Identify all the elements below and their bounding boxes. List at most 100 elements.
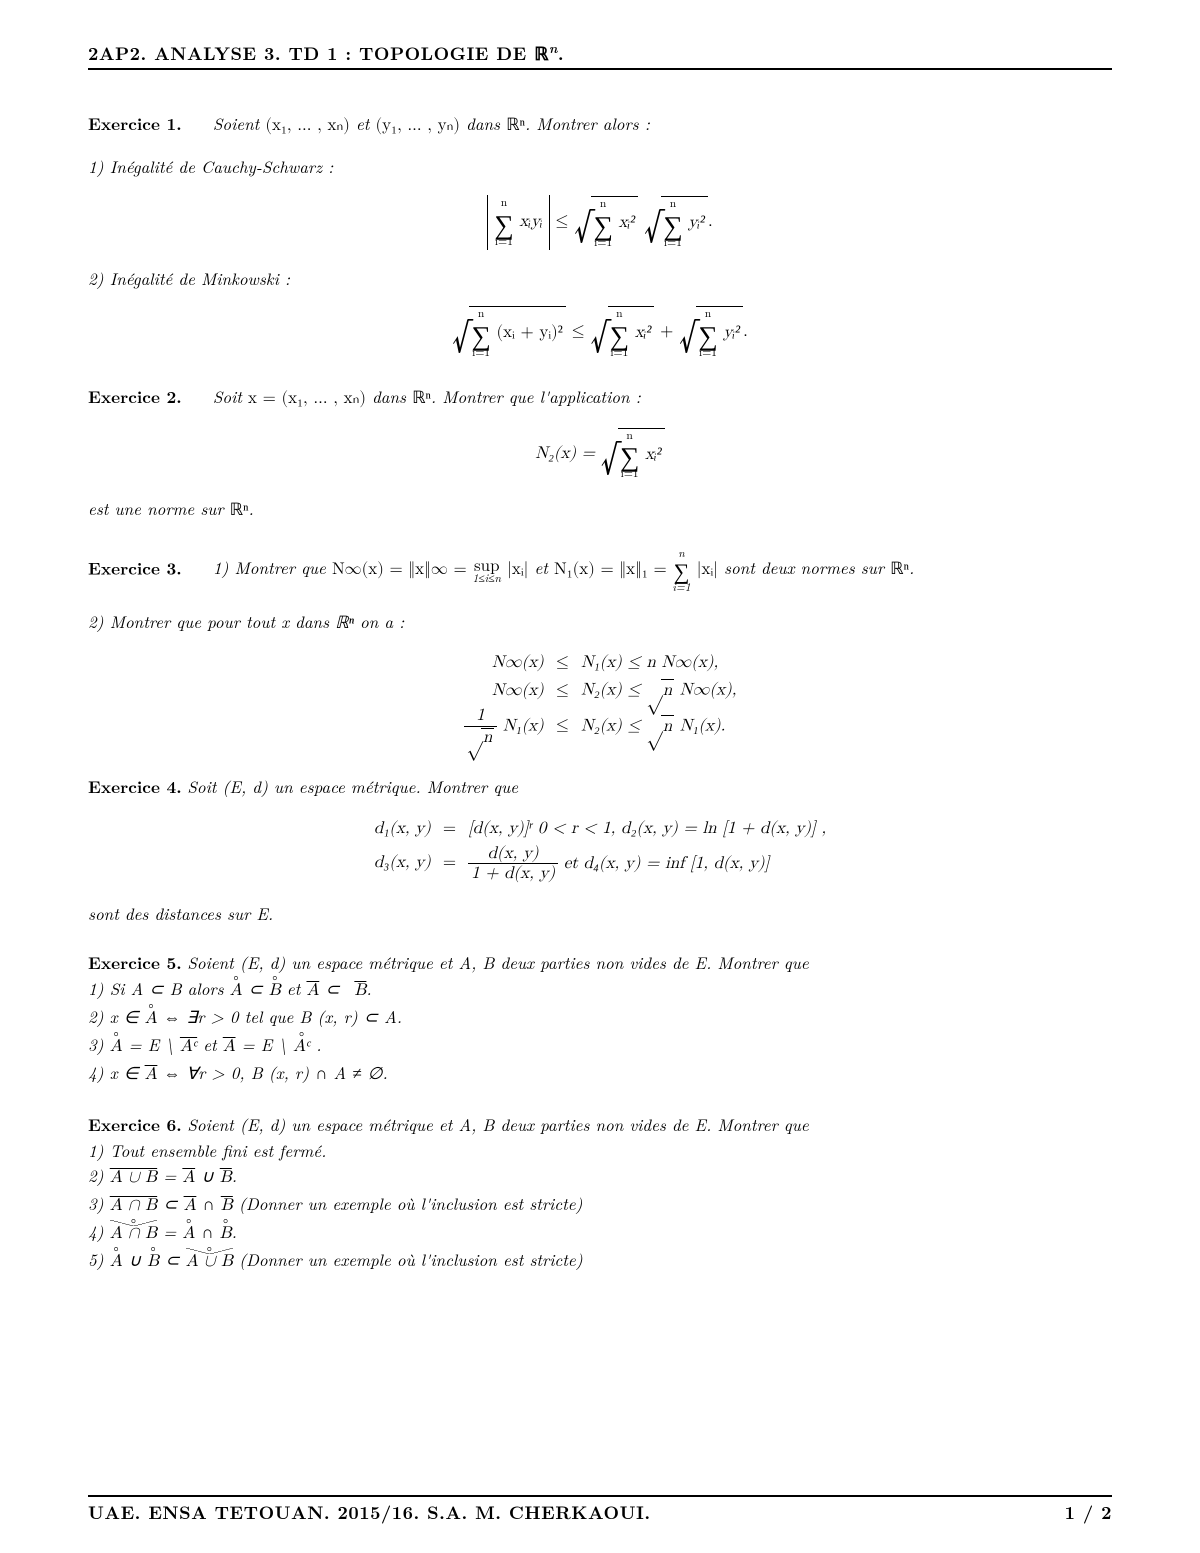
ex5-2ringA: A: [145, 1008, 158, 1031]
ex3-r3den: n: [481, 728, 494, 747]
ex4-d1l: d₁(x, y): [368, 816, 437, 843]
ex6-2A: A: [182, 1169, 195, 1186]
ex6-intro: Soient (E, d) un espace métrique et A, B…: [187, 1112, 808, 1136]
exercice-4: Exercice 4. Soit (E, d) un espace métriq…: [88, 775, 1112, 926]
ex2-lower: i=1: [620, 468, 639, 480]
ex5-3barA: A: [223, 1038, 236, 1055]
ex2-outro: est une norme sur: [88, 496, 230, 520]
ex5-intro: Soient (E, d) un espace métrique et A, B…: [187, 950, 808, 974]
ex3-dot1: .: [909, 555, 914, 579]
ex2-dot: .: [249, 496, 254, 520]
ex3-r2rb: N∞(x),: [674, 682, 736, 699]
ex3-N1: N₁(x) = ‖x‖₁ =: [554, 561, 672, 578]
ex3-1a: 1) Montrer que: [213, 555, 332, 579]
ex6-3sub: ⊂: [157, 1191, 183, 1215]
ex5-3ringAc: Aᶜ: [293, 1036, 310, 1059]
ex1-eq1-lower3: i=1: [663, 237, 682, 249]
ex3-r1c: ≤: [550, 650, 575, 677]
footer-left: UAE. ENSA TETOUAN. 2015/16. S.A. M. CHER…: [88, 1501, 651, 1525]
ex3-r1r: N₁(x) ≤ n N∞(x),: [575, 650, 742, 677]
ex4-d3den: 1 + d(x, y): [468, 864, 558, 883]
ex3-and: et: [528, 555, 554, 579]
ex1-eq2-lower3: i=1: [698, 347, 717, 359]
footer-page: 1 / 2: [1065, 1501, 1112, 1525]
ex4-outro: sont des distances sur E.: [88, 902, 1112, 925]
header-R: ℝ: [534, 44, 549, 64]
ex1-item2: 2) Inégalité de Minkowski :: [88, 267, 1112, 290]
ex2-intro: Soit: [213, 384, 248, 408]
ex5-3ringA: A: [110, 1036, 123, 1059]
ex6-3A: A: [184, 1197, 197, 1214]
exercice-6: Exercice 6. Soient (E, d) un espace métr…: [88, 1113, 1112, 1274]
ex6-3AnB: A ∩ B: [110, 1197, 157, 1214]
header-text: 2AP2. ANALYSE 3. TD 1 : TOPOLOGIE DE: [88, 41, 534, 66]
ex5-2a: 2) x ∈: [88, 1004, 145, 1028]
ex6-label: Exercice 6.: [88, 1113, 182, 1137]
ex1-eq1-lower1: i=1: [494, 236, 513, 248]
ex1-dot2: .: [743, 323, 748, 340]
exercice-2: Exercice 2. Soit x = (x₁, … , xₙ) dans ℝ…: [88, 385, 1112, 522]
ex3-r3sqrt: n: [661, 715, 674, 739]
ex6-5A: A: [110, 1251, 123, 1274]
ex6-4n: ∩: [195, 1219, 219, 1243]
ex4-eqarray: d₁(x, y) = [d(x, y)]ʳ 0 < r < 1, d₂(x, y…: [88, 816, 1112, 886]
ex5-1d: ⊂: [319, 976, 345, 1000]
ex2-xeq: x = (x₁, … , xₙ): [248, 390, 366, 407]
ex1-eq2-lower1: i=1: [471, 347, 490, 359]
ex1-eq1-lower2: i=1: [593, 237, 612, 249]
ex5-1c: et: [281, 976, 307, 1000]
ex3-r2l: N∞(x): [458, 677, 550, 705]
ex1-item1: 1) Inégalité de Cauchy-Schwarz :: [88, 155, 1112, 178]
ex4-d3tail: et d₄(x, y) = inf [1, d(x, y)]: [564, 855, 770, 872]
ex5-1a: 1) Si A ⊂ B alors: [88, 976, 230, 1000]
ex5-4barA: A: [145, 1066, 158, 1083]
ex1-xi2b: xᵢ²: [635, 324, 652, 341]
ex1-yvec: (y₁, … , yₙ): [376, 117, 461, 134]
ex3-absxi2: |xᵢ|: [697, 561, 718, 578]
ex3-Rn: ℝⁿ: [890, 559, 909, 578]
ex2-Rn2: ℝⁿ: [230, 500, 249, 519]
header-n: n: [549, 38, 558, 57]
ex1-yi2a: yᵢ²: [688, 214, 705, 231]
ex6-3tail: (Donner un exemple où l'inclusion est st…: [233, 1191, 583, 1215]
ex1-Rn: ℝⁿ: [506, 115, 525, 134]
ex5-1dot: .: [366, 976, 371, 1000]
ex2-Rn: ℝⁿ: [412, 388, 431, 407]
ex3-r2sqrt: n: [661, 679, 674, 703]
ex3-Ninf: N∞(x) = ‖x‖∞ =: [332, 561, 473, 578]
ex3-r3rb: N₁(x).: [674, 718, 725, 735]
ex5-3and: et: [197, 1032, 223, 1056]
ex1-eq2: √ n∑i=1 (xᵢ + yᵢ)² ≤ √ n∑i=1 xᵢ² + √ n∑i…: [88, 306, 1112, 358]
ex6-4B: B: [220, 1223, 232, 1246]
ex3-r3num: 1: [464, 707, 498, 727]
ex6-2u: ∪: [195, 1163, 220, 1187]
ex1-xi2a: xᵢ²: [619, 214, 636, 231]
ex6-3a: 3): [88, 1191, 110, 1215]
ex1-show: . Montrer alors :: [525, 111, 650, 135]
ex2-xi2: xᵢ²: [645, 446, 662, 463]
ex6-5a: 5): [88, 1247, 110, 1271]
ex3-r2c: ≤: [550, 677, 575, 705]
ex1-eq2-lower2: i=1: [610, 347, 629, 359]
page: 2AP2. ANALYSE 3. TD 1 : TOPOLOGIE DE ℝn.…: [0, 0, 1200, 1553]
ex4-label: Exercice 4.: [88, 775, 182, 799]
ex5-3eq2: = E \: [236, 1032, 293, 1056]
ex6-2eq: =: [157, 1163, 182, 1187]
ex3-item2: 2) Montrer que pour tout x dans ℝⁿ on a …: [88, 610, 1112, 633]
ex1-in: dans: [460, 111, 506, 135]
ex6-4A: A: [182, 1223, 195, 1246]
ex3-r3c: ≤: [550, 705, 575, 749]
ex5-1ringB: B: [269, 980, 281, 1003]
ex1-yi2b: yᵢ²: [723, 324, 740, 341]
ex6-3n: ∩: [196, 1191, 220, 1215]
ex4-d3num: d(x, y): [468, 845, 558, 865]
ex5-3a: 3): [88, 1032, 110, 1056]
ex3-label: Exercice 3.: [88, 556, 182, 580]
header-title: 2AP2. ANALYSE 3. TD 1 : TOPOLOGIE DE ℝn.: [88, 41, 564, 66]
ex3-eqarray: N∞(x) ≤ N₁(x) ≤ n N∞(x), N∞(x) ≤ N₂(x) ≤…: [88, 650, 1112, 749]
ex1-label: Exercice 1.: [88, 112, 182, 136]
exercice-1: Exercice 1. Soient (x₁, … , xₙ) et (y₁, …: [88, 112, 1112, 358]
ex1-xpy2: (xᵢ + yᵢ)²: [496, 324, 562, 341]
ex3-r1l: N∞(x): [458, 650, 550, 677]
ex2-label: Exercice 2.: [88, 385, 182, 409]
